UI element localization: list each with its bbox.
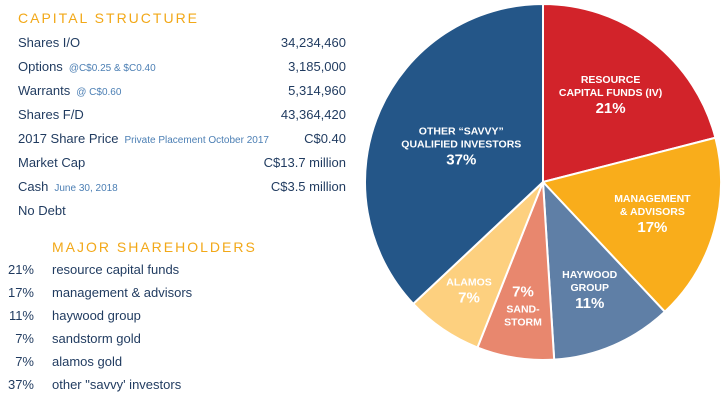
slice-name-label: SAND- bbox=[506, 304, 540, 316]
slice-percent-label: 7% bbox=[458, 289, 480, 306]
capital-structure-row: Shares I/O 34,234,460 bbox=[18, 35, 346, 55]
slice-percent-label: 7% bbox=[512, 284, 534, 301]
row-value: C$13.7 million bbox=[263, 155, 346, 170]
row-label: 2017 Share Price bbox=[18, 131, 119, 146]
row-label: Shares F/D bbox=[18, 107, 84, 122]
row-value: 3,185,000 bbox=[288, 59, 346, 74]
shareholder-name: other "savvy' investors bbox=[52, 377, 182, 392]
slice-label: 7% SAND-STORM bbox=[504, 284, 542, 329]
row-note: @C$0.25 & $C0.40 bbox=[68, 63, 156, 74]
capital-structure-row: Cash June 30, 2018 C$3.5 million bbox=[18, 179, 346, 199]
capital-structure-row: Market Cap C$13.7 million bbox=[18, 155, 346, 175]
capital-structure-row: Options @C$0.25 & $C0.40 3,185,000 bbox=[18, 59, 346, 79]
capital-structure-title: CAPITAL STRUCTURE bbox=[18, 10, 200, 26]
shareholder-percent: 17% bbox=[7, 285, 34, 300]
shareholder-percent: 37% bbox=[7, 377, 34, 392]
shareholder-name: haywood group bbox=[52, 308, 141, 323]
slice-name-label: STORM bbox=[504, 317, 542, 329]
pie-slice bbox=[542, 2, 717, 184]
row-value: 5,314,960 bbox=[288, 83, 346, 98]
row-label: Cash bbox=[18, 179, 49, 194]
shareholder-name: resource capital funds bbox=[52, 262, 180, 277]
shareholder-name: management & advisors bbox=[52, 285, 193, 300]
slice-percent-label: 11% bbox=[575, 295, 604, 312]
slice-name-label: MANAGEMENT bbox=[614, 193, 691, 205]
slice-name-label: & ADVISORS bbox=[620, 206, 685, 218]
shareholder-percent: 21% bbox=[7, 262, 34, 277]
shareholder-row: 21% resource capital funds bbox=[6, 262, 179, 282]
major-shareholders-title: MAJOR SHAREHOLDERS bbox=[52, 239, 257, 255]
slice-name-label: OTHER “SAVVY” bbox=[419, 126, 504, 138]
row-note: Private Placement October 2017 bbox=[124, 135, 269, 146]
row-value: 43,364,420 bbox=[280, 107, 346, 122]
slice-percent-label: 17% bbox=[637, 219, 667, 236]
slice-name-label: HAYWOOD bbox=[562, 269, 617, 281]
shareholder-row: 37% other "savvy' investors bbox=[6, 377, 181, 397]
row-value: C$3.5 million bbox=[270, 179, 346, 194]
shareholder-percent: 7% bbox=[15, 354, 34, 369]
shareholder-name: alamos gold bbox=[52, 354, 123, 369]
row-value: 34,234,460 bbox=[280, 35, 346, 50]
shareholder-row: 11% haywood group bbox=[6, 308, 141, 328]
slice-name-label: CAPITAL FUNDS (IV) bbox=[559, 87, 662, 99]
shareholder-percent: 7% bbox=[15, 331, 34, 346]
row-value: C$0.40 bbox=[304, 131, 346, 146]
row-label: Shares I/O bbox=[18, 35, 81, 50]
slice-name-label: GROUP bbox=[570, 282, 609, 294]
capital-structure-row: No Debt bbox=[18, 203, 346, 223]
row-label: Options bbox=[18, 59, 63, 74]
slice-percent-label: 37% bbox=[446, 152, 476, 169]
row-note: @ C$0.60 bbox=[76, 87, 122, 98]
row-note: June 30, 2018 bbox=[54, 183, 118, 194]
shareholder-row: 7% alamos gold bbox=[6, 354, 122, 374]
shareholder-name: sandstorm gold bbox=[52, 331, 141, 346]
pie-slice bbox=[364, 2, 544, 306]
slice-name-label: ALAMOS bbox=[446, 276, 492, 288]
capital-structure-row: Warrants @ C$0.60 5,314,960 bbox=[18, 83, 346, 103]
shareholder-row: 7% sandstorm gold bbox=[6, 331, 141, 351]
pie-slice bbox=[541, 179, 667, 361]
slice-percent-label: 21% bbox=[596, 100, 626, 117]
row-label: Market Cap bbox=[18, 155, 86, 170]
pie-slice bbox=[541, 136, 722, 314]
slice-name-label: QUALIFIED INVESTORS bbox=[401, 139, 521, 151]
row-label: No Debt bbox=[18, 203, 66, 218]
row-label: Warrants bbox=[18, 83, 71, 98]
shareholder-percent: 11% bbox=[8, 308, 34, 323]
capital-structure-row: 2017 Share Price Private Placement Octobe… bbox=[18, 131, 346, 151]
shareholder-row: 17% management & advisors bbox=[6, 285, 192, 305]
slice-name-label: RESOURCE bbox=[581, 74, 641, 86]
capital-structure-row: Shares F/D 43,364,420 bbox=[18, 107, 346, 127]
